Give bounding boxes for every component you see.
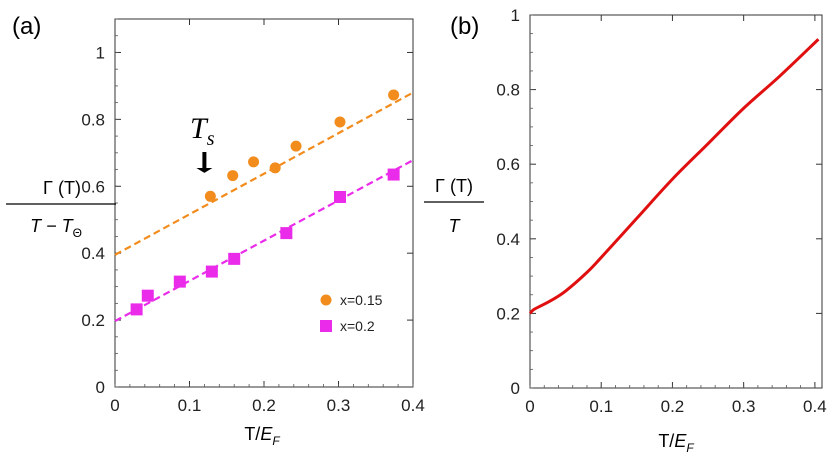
data-point-x015 bbox=[388, 89, 400, 101]
ts-annotation-main: T bbox=[190, 112, 209, 145]
ts-annotation-label: Ts bbox=[190, 112, 215, 150]
panel-b-xlabel-sub: F bbox=[686, 441, 694, 455]
panel-b-xtick-label: 0 bbox=[525, 397, 534, 416]
panel-a: 0 0.1 0.2 0.3 0.4 0 0.2 0.4 0.6 0.8 1 bbox=[81, 18, 425, 415]
panel-a-xtick-label: 0.1 bbox=[178, 396, 202, 415]
data-point-x02 bbox=[141, 289, 154, 302]
panel-a-xtick-label: 0 bbox=[110, 396, 119, 415]
panel-b-ytick-label: 0.2 bbox=[496, 304, 520, 323]
panel-b-xtick-label: 0.4 bbox=[803, 397, 827, 416]
panel-b: 0 0.1 0.2 0.3 0.4 0 0.2 0.4 0.6 0.8 1 bbox=[496, 6, 826, 416]
data-point-x02 bbox=[130, 303, 143, 316]
panel-b-xlabel-main: T/ bbox=[658, 431, 674, 451]
fit-line-x02 bbox=[114, 159, 414, 323]
panel-a-ytick-label: 0 bbox=[96, 378, 105, 397]
ts-arrow-head bbox=[196, 168, 213, 173]
data-point-x015 bbox=[269, 162, 281, 174]
panel-b-ylabel: Γ (T) T bbox=[424, 176, 484, 236]
ts-annotation: Ts bbox=[190, 112, 215, 173]
data-point-x015 bbox=[227, 170, 239, 182]
panel-b-xtick-label: 0.1 bbox=[589, 397, 613, 416]
panel-a-xlabel-var: E bbox=[260, 424, 273, 444]
panel-a-ylabel-denominator: T − TΘ bbox=[30, 216, 82, 240]
data-point-x02 bbox=[280, 227, 293, 240]
panel-a-xtick-label: 0.2 bbox=[252, 396, 276, 415]
panel-a-xtick-label: 0.3 bbox=[327, 396, 351, 415]
panel-a-ylabel-numerator: Γ (T) bbox=[43, 178, 81, 198]
panel-b-ytick-label: 0.4 bbox=[496, 230, 520, 249]
data-point-x015 bbox=[334, 116, 346, 128]
data-point-x02 bbox=[228, 252, 241, 265]
panel-b-xtick-label: 0.2 bbox=[661, 397, 685, 416]
panel-a-ylabel: Γ (T) T − TΘ bbox=[6, 178, 116, 240]
panel-b-ytick-label: 1 bbox=[511, 6, 520, 25]
panel-a-xtick-label: 0.4 bbox=[401, 396, 425, 415]
fit-line-x015 bbox=[114, 91, 414, 256]
panel-b-frame bbox=[529, 14, 823, 389]
ts-annotation-sub: s bbox=[207, 128, 215, 150]
panel-b-ytick-label: 0.6 bbox=[496, 155, 520, 174]
data-point-x015 bbox=[248, 156, 260, 168]
panel-b-xlabel-var: E bbox=[674, 431, 687, 451]
panel-b-ylabel-numerator: Γ (T) bbox=[435, 176, 473, 196]
panel-a-ytick-label: 0.4 bbox=[81, 244, 105, 263]
panel-a-xlabel-sub: F bbox=[272, 434, 280, 448]
legend-marker-x02 bbox=[320, 320, 332, 332]
panel-b-ylabel-denominator: T bbox=[449, 216, 462, 236]
data-point-x02 bbox=[387, 168, 400, 181]
panel-b-ytick-label: 0 bbox=[511, 379, 520, 398]
legend-marker-x015 bbox=[320, 294, 332, 306]
legend-label-x02: x=0.2 bbox=[340, 318, 375, 334]
data-point-x02 bbox=[173, 275, 186, 288]
panel-b-xtick-label: 0.3 bbox=[732, 397, 756, 416]
data-point-x015 bbox=[290, 140, 302, 152]
panel-a-label: (a) bbox=[12, 13, 41, 40]
data-point-x02 bbox=[333, 190, 346, 203]
panel-b-label: (b) bbox=[450, 13, 479, 40]
legend: x=0.15 x=0.2 bbox=[320, 292, 383, 334]
panel-b-xlabel: T/EF bbox=[658, 431, 694, 455]
panel-a-ytick-label: 0.6 bbox=[81, 177, 105, 196]
panel-a-ytick-label: 0.8 bbox=[81, 110, 105, 129]
panel-a-xlabel: T/EF bbox=[244, 424, 280, 448]
legend-label-x015: x=0.15 bbox=[340, 292, 383, 308]
panel-b-ytick-label: 0.8 bbox=[496, 81, 520, 100]
panel-a-ytick-label: 0.2 bbox=[81, 311, 105, 330]
panel-a-ylabel-den-main: T − T bbox=[30, 216, 75, 236]
panel-a-ylabel-den-sub: Θ bbox=[73, 226, 82, 240]
data-point-x02 bbox=[205, 265, 218, 278]
ts-arrow bbox=[196, 152, 213, 173]
panel-a-xlabel-main: T/ bbox=[244, 424, 260, 444]
panel-a-ytick-label: 1 bbox=[96, 43, 105, 62]
series-line bbox=[528, 38, 820, 315]
data-point-x015 bbox=[204, 190, 216, 202]
